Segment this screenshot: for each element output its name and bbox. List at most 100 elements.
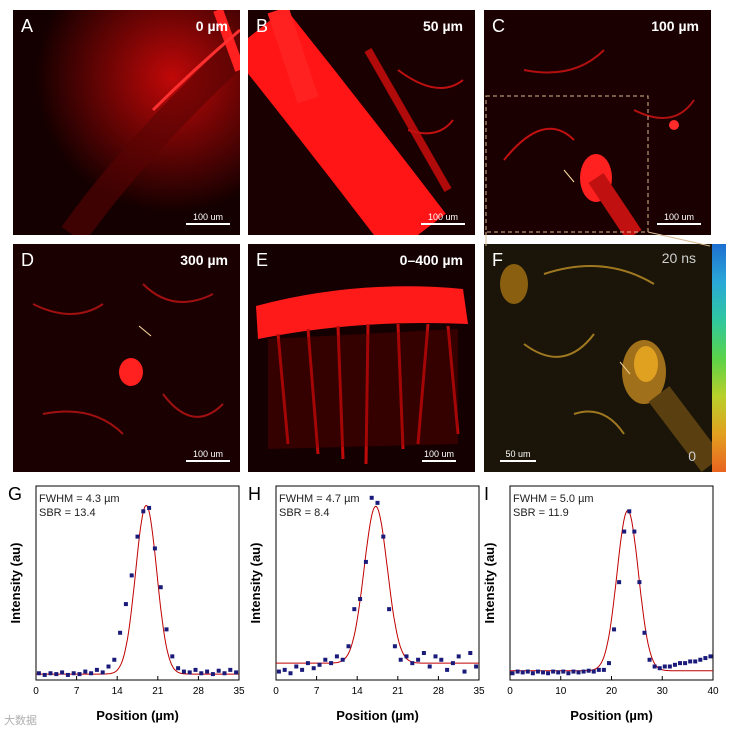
- data-point: [627, 509, 632, 514]
- panel-letter: A: [21, 16, 34, 36]
- data-point: [421, 651, 426, 656]
- depth-label: 100 µm: [651, 18, 699, 34]
- panel-letter: F: [492, 250, 503, 270]
- data-point: [94, 667, 99, 672]
- data-point: [416, 657, 421, 662]
- data-point: [652, 664, 657, 669]
- data-point: [340, 657, 345, 662]
- colorbar-min-label: 0: [688, 448, 696, 464]
- x-tick-label: 7: [74, 686, 80, 697]
- panel-c-micrograph: [484, 10, 711, 235]
- data-point: [642, 630, 647, 635]
- data-point: [193, 667, 198, 672]
- data-point: [398, 657, 403, 662]
- data-point: [556, 670, 561, 675]
- data-point: [187, 670, 192, 675]
- x-tick-label: 14: [352, 686, 364, 697]
- data-point: [520, 670, 525, 675]
- x-axis-label: Position (µm): [96, 708, 179, 723]
- data-point: [667, 664, 672, 669]
- data-point: [216, 668, 221, 673]
- data-point: [54, 672, 59, 677]
- data-point: [112, 657, 117, 662]
- data-point: [606, 661, 611, 666]
- x-axis-label: Position (µm): [570, 708, 653, 723]
- data-point: [445, 667, 450, 672]
- data-point: [234, 670, 239, 675]
- fwhm-annotation: FWHM = 4.7 µm: [279, 493, 360, 505]
- scale-bar-label: 100 um: [192, 449, 224, 459]
- data-point: [48, 671, 53, 676]
- lifetime-colorbar: [712, 244, 726, 472]
- data-point: [433, 654, 438, 659]
- x-tick-label: 28: [193, 686, 205, 697]
- data-point: [141, 509, 146, 514]
- data-point: [530, 671, 535, 676]
- data-point: [387, 607, 392, 612]
- scale-bar: 100 um: [657, 212, 701, 225]
- data-point: [222, 671, 227, 676]
- data-point: [698, 657, 703, 662]
- data-point: [89, 671, 94, 676]
- data-point: [60, 670, 65, 675]
- data-point: [311, 666, 316, 671]
- sbr-annotation: SBR = 8.4: [279, 507, 329, 519]
- x-tick-label: 40: [707, 686, 719, 697]
- depth-label: 0 µm: [195, 18, 228, 34]
- panel-letter: I: [484, 484, 489, 504]
- panel-d-micrograph: [13, 244, 240, 472]
- x-tick-label: 21: [392, 686, 404, 697]
- panel-letter: E: [256, 250, 269, 270]
- scale-bar: 100 um: [422, 449, 456, 462]
- data-point: [205, 669, 210, 674]
- data-point: [576, 670, 581, 675]
- panel-a-micrograph: [13, 10, 240, 235]
- data-point: [352, 607, 357, 612]
- data-point: [586, 668, 591, 673]
- data-point: [300, 667, 305, 672]
- data-point: [375, 500, 380, 505]
- data-point: [369, 495, 374, 500]
- watermark-text: 大数据: [4, 715, 37, 727]
- data-point: [617, 580, 622, 585]
- x-tick-label: 0: [33, 686, 39, 697]
- data-point: [683, 661, 688, 666]
- y-axis-label: Intensity (au): [248, 543, 263, 624]
- data-point: [688, 659, 693, 664]
- data-point: [323, 657, 328, 662]
- colorbar-max-label: 20 ns: [661, 250, 696, 266]
- scale-bar: 50 um: [500, 449, 536, 462]
- line-profile-plot-i: I 0 10 20 30 40 FWHM = 5.0 µm SBR = 11.9 Positio…: [476, 480, 721, 737]
- scale-bar-label: 100 um: [192, 212, 224, 222]
- panel-e-3d-render: [248, 244, 475, 472]
- scale-bar-label: 50 um: [505, 449, 531, 459]
- data-point: [693, 659, 698, 664]
- x-tick-label: 35: [473, 686, 485, 697]
- x-tick-label: 20: [606, 686, 618, 697]
- x-tick-label: 7: [314, 686, 320, 697]
- x-axis-label: Position (µm): [336, 708, 419, 723]
- data-point: [672, 662, 677, 667]
- data-point: [462, 669, 467, 674]
- data-point: [36, 671, 41, 676]
- data-point: [561, 669, 566, 674]
- data-point: [71, 671, 76, 676]
- x-tick-label: 35: [233, 686, 245, 697]
- data-point: [329, 661, 334, 666]
- data-point: [282, 667, 287, 672]
- data-point: [228, 667, 233, 672]
- x-tick-label: 30: [657, 686, 669, 697]
- image-panel-c: C 100 µm 100 um: [484, 10, 711, 235]
- data-point: [515, 669, 520, 674]
- data-point: [317, 662, 322, 667]
- data-point: [647, 657, 652, 662]
- data-point: [346, 644, 351, 649]
- image-panel-a: A 0 µm 100 um: [13, 10, 240, 235]
- data-point: [456, 654, 461, 659]
- data-point: [474, 664, 479, 669]
- data-point: [65, 672, 70, 677]
- image-panel-e: E 0–400 µm 100 um: [248, 244, 475, 472]
- scale-bar: 100 um: [186, 212, 230, 225]
- data-point: [637, 580, 642, 585]
- depth-label: 0–400 µm: [399, 252, 463, 268]
